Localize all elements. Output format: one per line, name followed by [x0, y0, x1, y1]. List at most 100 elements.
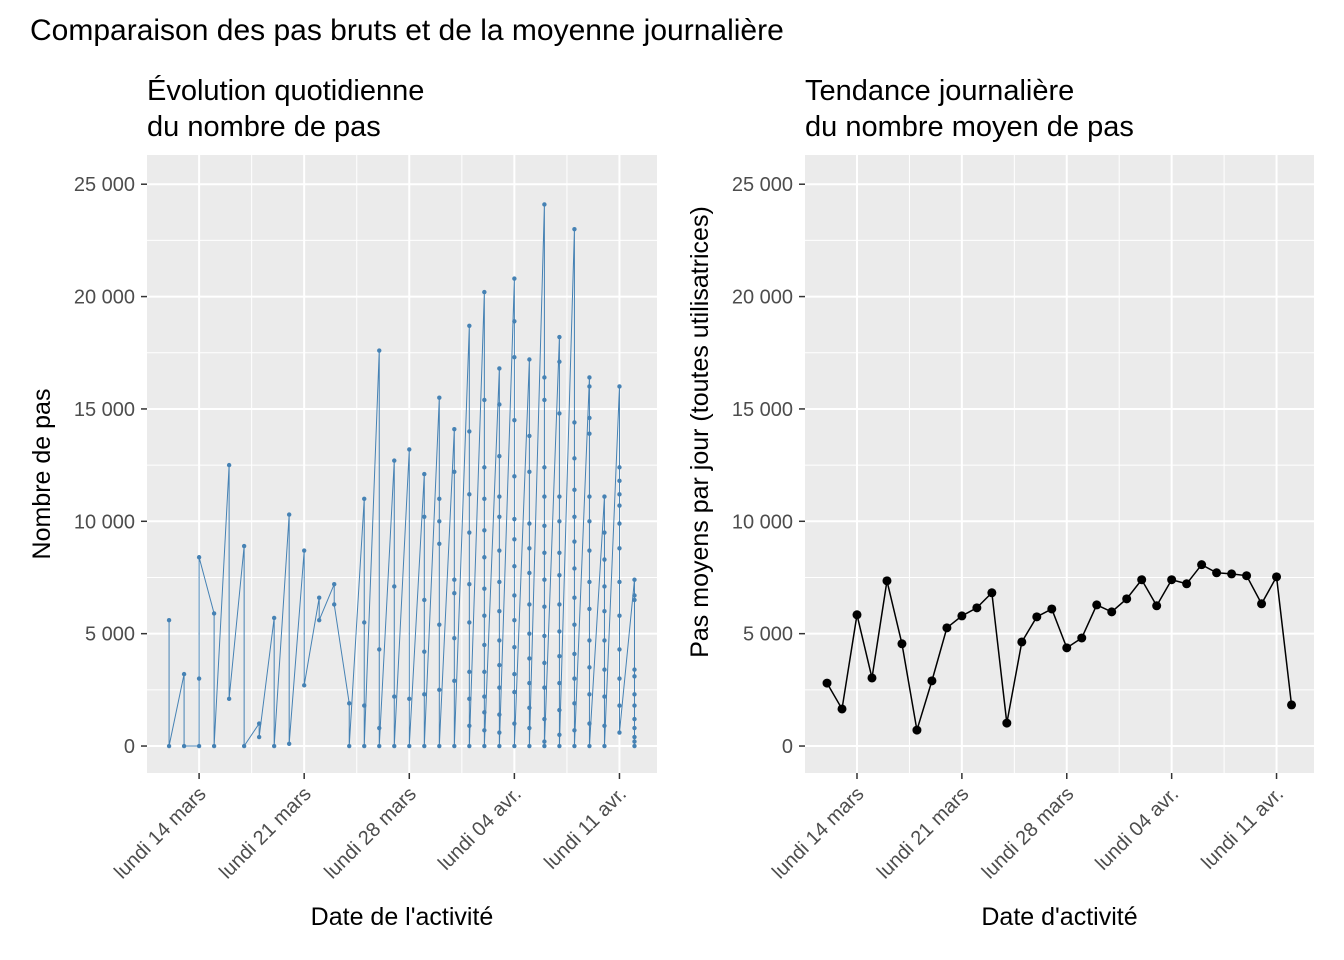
data-point	[392, 584, 397, 589]
y-tick-label: 25 000	[732, 174, 793, 196]
data-point	[512, 743, 517, 749]
data-point	[1122, 594, 1132, 604]
data-point	[572, 651, 577, 657]
data-point	[557, 707, 562, 713]
data-point	[256, 721, 262, 726]
data-point	[482, 496, 487, 502]
data-point	[437, 622, 442, 627]
data-point	[317, 617, 322, 623]
y-tick-label: 20 000	[732, 287, 793, 309]
data-point	[452, 591, 457, 596]
data-point	[422, 597, 427, 603]
data-point	[166, 743, 172, 749]
data-point	[882, 576, 892, 586]
data-point	[602, 667, 607, 672]
data-point	[1212, 568, 1222, 578]
y-axis-label: Pas moyens par jour (toutes utilisatrice…	[686, 206, 714, 658]
data-point	[1032, 612, 1042, 622]
data-point	[362, 703, 367, 708]
data-point	[512, 537, 517, 542]
y-tick-label: 10 000	[732, 511, 793, 533]
data-point	[452, 635, 457, 641]
data-point	[512, 617, 517, 623]
data-point	[617, 613, 622, 618]
data-point	[557, 411, 562, 416]
data-point	[632, 716, 637, 722]
data-point	[632, 597, 637, 603]
data-point	[587, 519, 592, 524]
data-point	[572, 676, 577, 681]
data-point	[392, 458, 397, 463]
data-point	[572, 514, 577, 520]
data-point	[196, 743, 202, 749]
data-point	[527, 357, 532, 362]
data-point	[407, 447, 412, 452]
figure-title: Comparaison des pas bruts et de la moyen…	[30, 14, 784, 47]
data-point	[587, 548, 592, 553]
y-tick-label: 15 000	[74, 399, 135, 421]
x-axis-label: Date d'activité	[981, 903, 1137, 931]
data-point	[587, 638, 592, 643]
data-point	[572, 728, 577, 733]
data-point	[512, 564, 517, 569]
data-point	[377, 743, 382, 749]
data-point	[572, 595, 577, 600]
data-point	[362, 743, 367, 749]
data-point	[852, 610, 862, 620]
data-point	[437, 519, 442, 524]
data-point	[286, 512, 292, 517]
data-point	[557, 680, 562, 686]
data-point	[196, 676, 202, 681]
data-point	[482, 694, 487, 699]
data-point	[632, 734, 637, 740]
x-tick-label: lundi 28 mars	[320, 783, 420, 883]
plot-background	[147, 155, 657, 773]
data-point	[437, 395, 442, 400]
data-point	[527, 570, 532, 576]
data-point	[512, 516, 517, 522]
y-tick-label: 25 000	[74, 174, 135, 196]
data-point	[271, 743, 277, 749]
data-point	[437, 496, 442, 502]
data-point	[527, 433, 532, 439]
data-point	[467, 530, 472, 535]
data-point	[527, 743, 532, 749]
data-point	[632, 739, 637, 744]
data-point	[542, 685, 547, 690]
data-point	[542, 397, 547, 403]
data-point	[572, 701, 577, 706]
data-point	[587, 579, 592, 585]
data-point	[542, 716, 547, 722]
data-point	[181, 743, 187, 749]
data-point	[497, 548, 502, 553]
data-point	[226, 696, 232, 702]
data-point	[482, 555, 487, 560]
data-point	[542, 202, 547, 207]
data-point	[347, 701, 352, 706]
data-point	[422, 692, 427, 697]
data-point	[1017, 637, 1027, 647]
data-point	[557, 732, 562, 737]
data-point	[1197, 560, 1207, 570]
data-point	[482, 642, 487, 648]
data-point	[632, 667, 637, 672]
data-point	[572, 487, 577, 493]
data-point	[1242, 571, 1252, 581]
panel-title: du nombre de pas	[147, 111, 381, 143]
data-point	[587, 384, 592, 389]
data-point	[467, 429, 472, 434]
data-point	[407, 743, 412, 749]
data-point	[557, 359, 562, 364]
data-point	[512, 721, 517, 726]
data-point	[437, 541, 442, 546]
data-point	[1107, 607, 1117, 617]
data-point	[301, 683, 307, 688]
data-point	[467, 669, 472, 675]
data-point	[527, 725, 532, 731]
data-point	[542, 604, 547, 609]
panel-title: du nombre moyen de pas	[805, 111, 1134, 143]
data-point	[602, 494, 607, 499]
data-point	[617, 521, 622, 526]
data-point	[377, 647, 382, 652]
data-point	[226, 462, 232, 468]
